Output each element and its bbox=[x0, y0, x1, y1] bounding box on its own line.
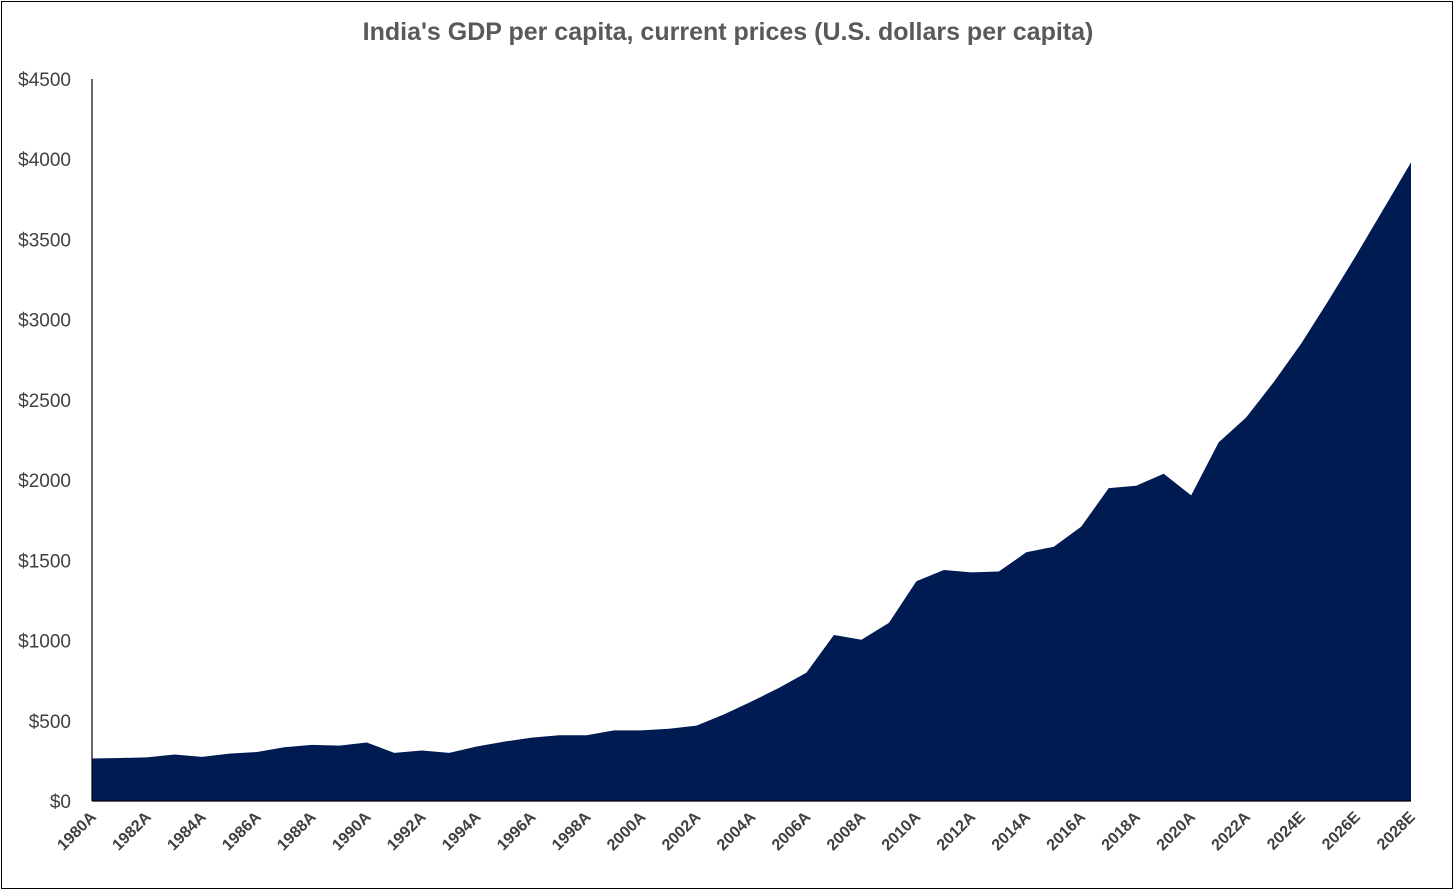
x-tick-label: 2018A bbox=[1099, 808, 1145, 854]
y-tick-label: $1000 bbox=[18, 632, 71, 653]
x-tick-label: 2014A bbox=[989, 808, 1035, 854]
x-tick-label: 2028E bbox=[1374, 809, 1419, 854]
x-tick-label: 2026E bbox=[1319, 809, 1364, 854]
x-tick-labels: 1980A 1982A 1984A 1986A 1988A 1990A 1992A 1994A… bbox=[54, 808, 1419, 854]
x-tick-label: 2004A bbox=[714, 808, 760, 854]
y-tick-label: $4500 bbox=[18, 70, 71, 91]
x-tick-label: 1988A bbox=[274, 808, 320, 854]
x-tick-label: 1982A bbox=[109, 808, 155, 854]
y-tick-label: $3000 bbox=[18, 311, 71, 332]
y-tick-label: $2000 bbox=[18, 471, 71, 492]
x-tick-label: 1992A bbox=[384, 808, 430, 854]
axis-layer bbox=[91, 79, 1411, 802]
x-tick-label: 2020A bbox=[1154, 808, 1200, 854]
y-tick-labels: $0 $500 $1000 $1500 $2000 $2500 $3000 $3500 $400… bbox=[18, 70, 71, 813]
x-tick-label: 1980A bbox=[54, 808, 100, 854]
x-tick-label: 1996A bbox=[494, 808, 540, 854]
x-tick-label: 2000A bbox=[604, 808, 650, 854]
chart-title: India's GDP per capita, current prices (… bbox=[362, 18, 1094, 46]
y-tick-label: $3500 bbox=[18, 230, 71, 251]
x-tick-label: 2002A bbox=[659, 808, 705, 854]
x-tick-label: 1984A bbox=[164, 808, 210, 854]
area-layer bbox=[92, 162, 1411, 801]
y-tick-label: $4000 bbox=[18, 150, 71, 171]
x-tick-label: 2008A bbox=[824, 808, 870, 854]
y-tick-label: $0 bbox=[50, 792, 71, 813]
x-tick-label: 2016A bbox=[1044, 808, 1090, 854]
x-tick-label: 2010A bbox=[879, 808, 925, 854]
x-tick-label: 1994A bbox=[439, 808, 485, 854]
x-tick-label: 2006A bbox=[769, 808, 815, 854]
y-tick-label: $1500 bbox=[18, 551, 71, 572]
gdp-area bbox=[92, 162, 1411, 801]
x-tick-label: 1986A bbox=[219, 808, 265, 854]
x-tick-label: 1998A bbox=[549, 808, 595, 854]
y-tick-label: $500 bbox=[29, 712, 71, 733]
x-tick-label: 2024E bbox=[1264, 809, 1309, 854]
x-tick-label: 2022A bbox=[1209, 808, 1255, 854]
y-tick-label: $2500 bbox=[18, 391, 71, 412]
x-tick-label: 2012A bbox=[934, 808, 980, 854]
x-tick-label: 1990A bbox=[329, 808, 375, 854]
